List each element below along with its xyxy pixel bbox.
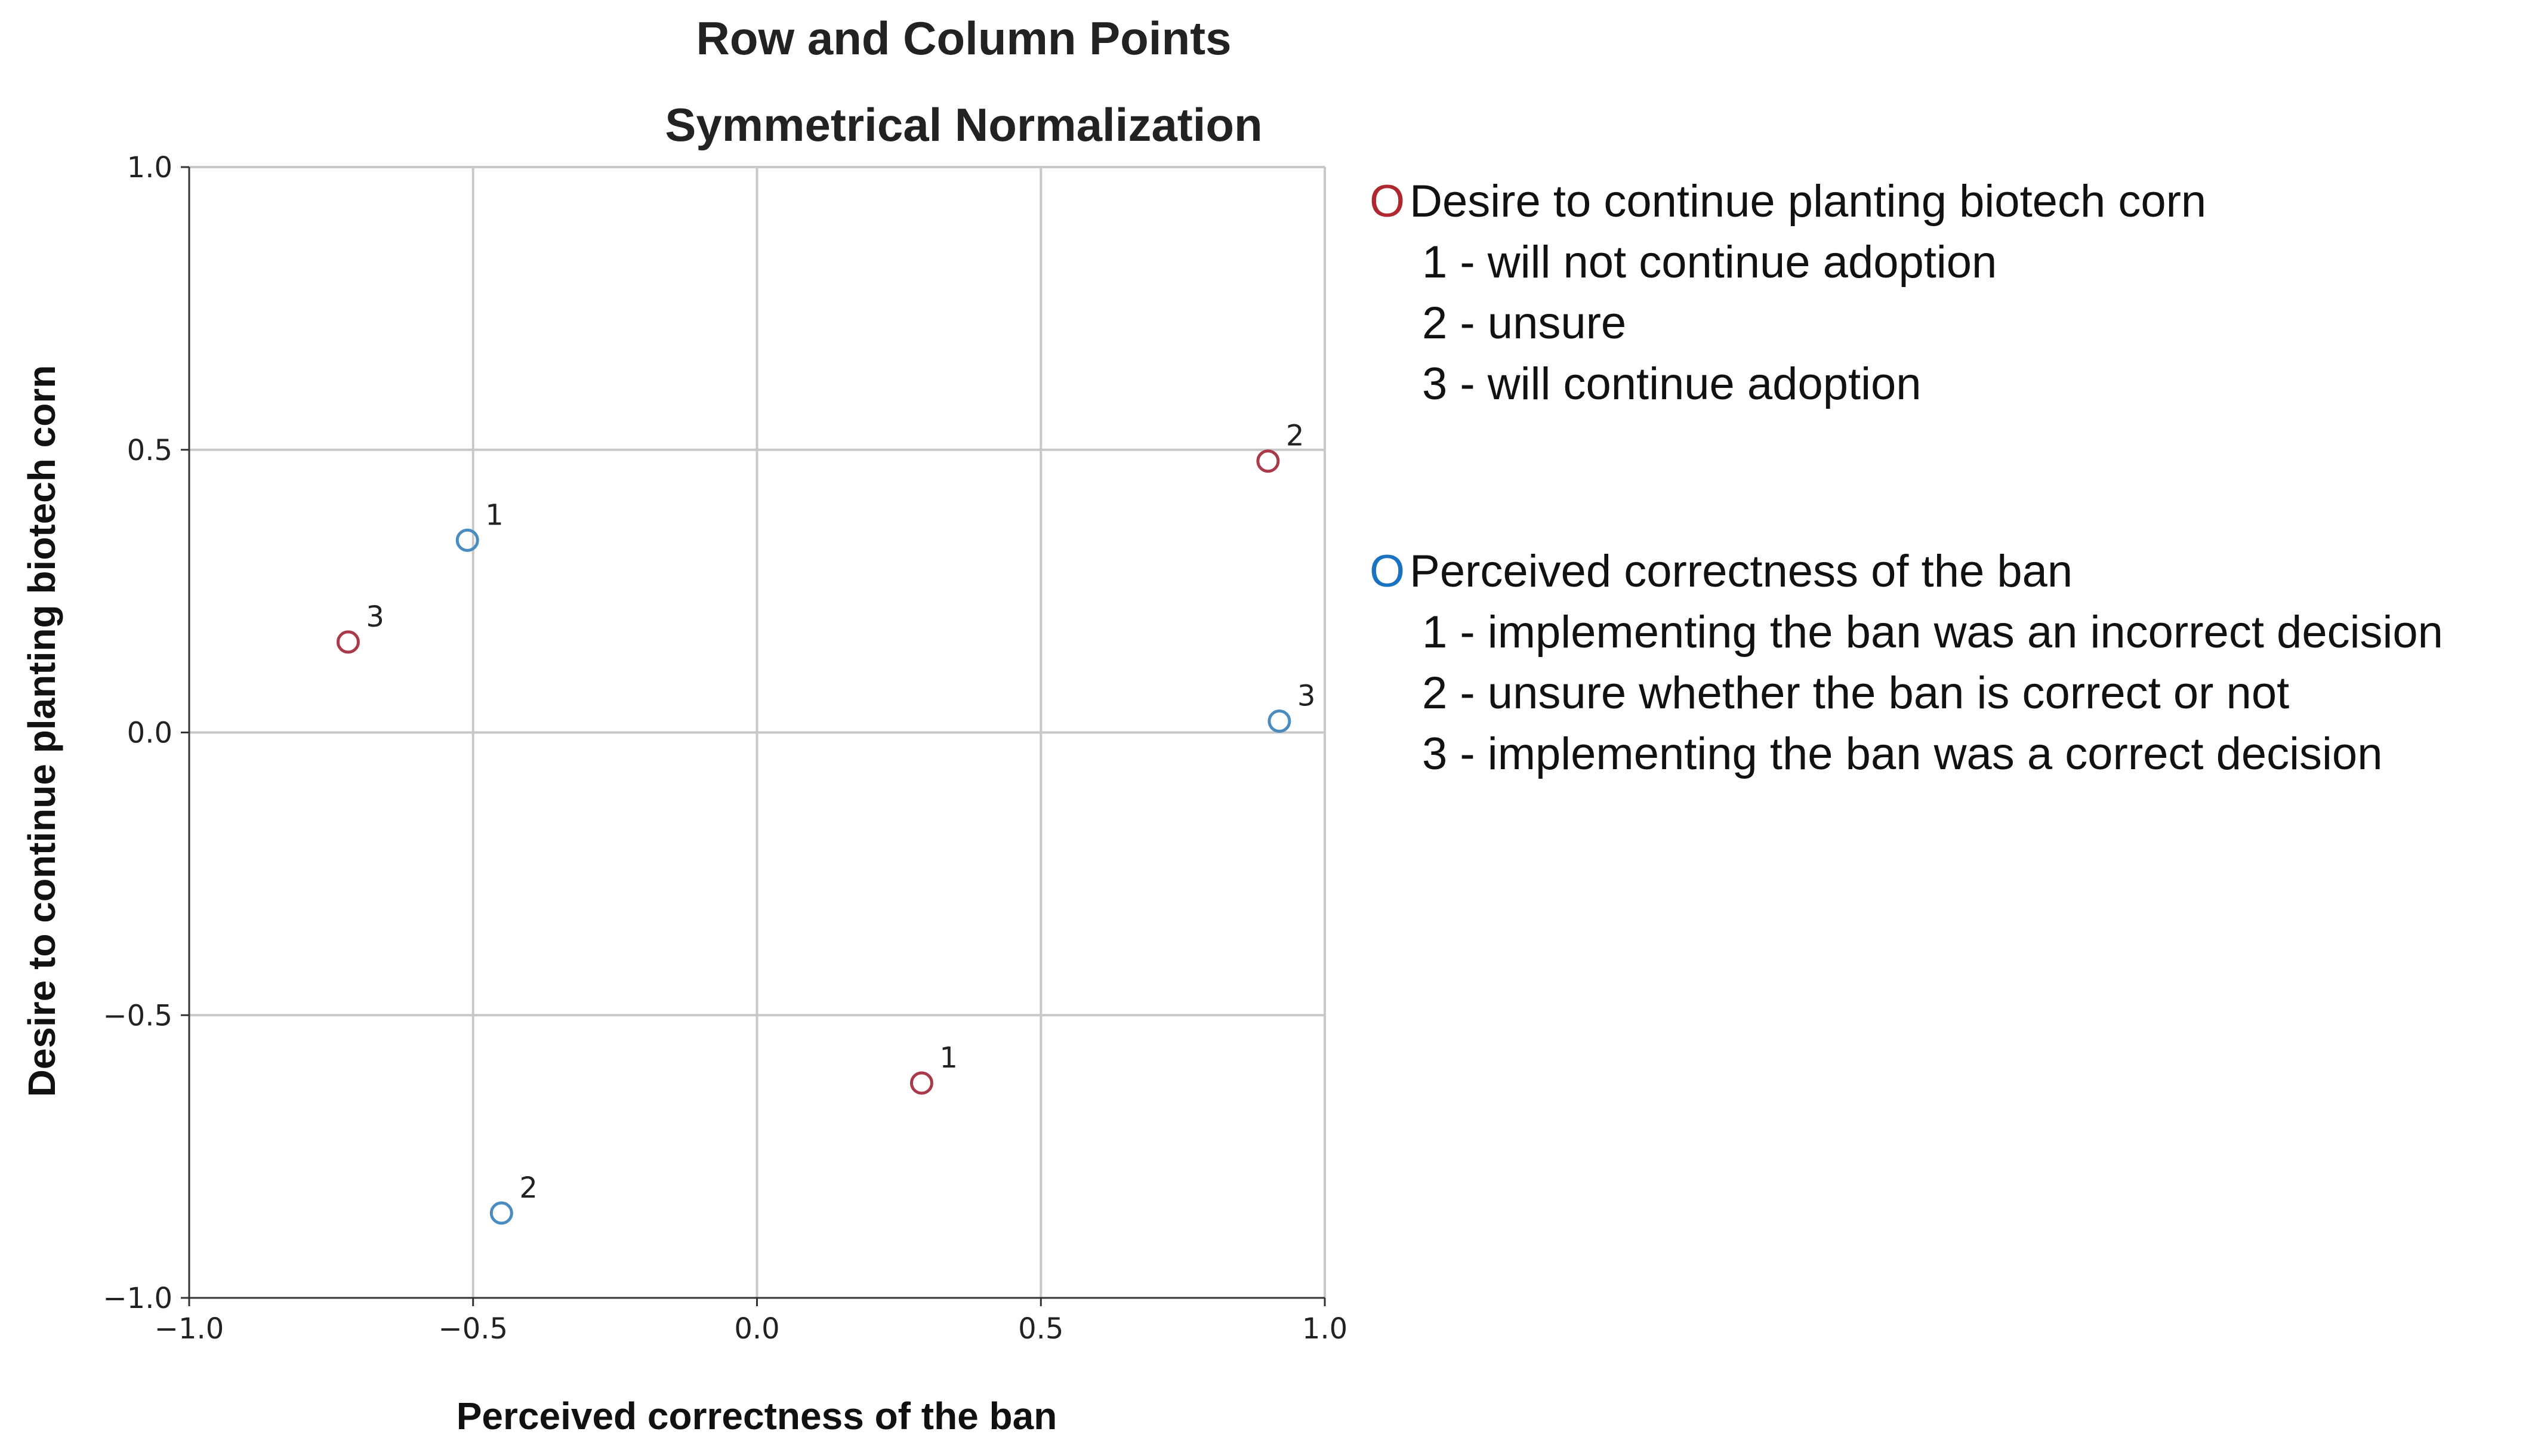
y-tick-label: 1.0 [127,151,172,184]
row-point-3 [336,630,360,654]
column-point-2 [489,1201,513,1225]
chart-subtitle: Symmetrical Normalization [665,98,1263,151]
y-axis-label: Desire to continue planting biotech corn [20,365,63,1097]
point-label: 2 [1286,419,1305,453]
point-label: 1 [939,1041,958,1075]
row-point-2 [1256,449,1280,473]
data-points: 1 2 3 1 2 3 [336,419,1316,1225]
legend-item: 1 - implementing the ban was an incorrec… [1422,607,2443,658]
y-tick-label: −1.0 [103,1282,172,1315]
grid-lines [189,166,1326,1298]
legend-item: 2 - unsure whether the ban is correct or… [1422,668,2290,718]
axis-ticks: −1.0 −0.5 0.0 0.5 1.0 1.0 0.5 0.0 −0.5 −1.0 [103,151,1347,1346]
point-label: 3 [1297,680,1316,713]
y-tick-label: 0.0 [127,717,172,750]
point-label: 3 [366,600,384,634]
x-tick-label: 1.0 [1302,1312,1347,1346]
column-point-3 [1268,710,1291,733]
scatter-plot: −1.0 −0.5 0.0 0.5 1.0 1.0 0.5 0.0 −0.5 −1.0 1 2 3 1 2… [20,151,1347,1438]
legend-item: 2 - unsure [1422,298,1627,348]
legend: O Perceived correctness of the ban 1 - im… [1370,549,2443,792]
y-tick-label: 0.5 [127,434,172,467]
legend-group-title: O Desire to continue planting biotech cor… [1370,179,2206,240]
point-label: 2 [519,1171,538,1205]
chart-title: Row and Column Points [696,12,1232,64]
x-axis-label: Perceived correctness of the ban [457,1395,1057,1438]
legend-item: 1 - will not continue adoption [1422,237,1997,288]
row-point-1 [909,1071,933,1095]
legend-marker-red: O [1370,176,1405,227]
x-tick-label: 0.5 [1018,1312,1063,1346]
legend-title: Perceived correctness of the ban [1410,546,2073,597]
x-tick-label: −0.5 [438,1312,508,1346]
legend-title: Desire to continue planting biotech corn [1410,176,2207,227]
y-tick-label: −0.5 [103,999,172,1032]
legend-item: 3 - will continue adoption [1422,359,1922,409]
x-tick-label: −1.0 [155,1312,224,1346]
legend-item: 3 - implementing the ban was a correct d… [1422,729,2383,779]
legend-marker-blue: O [1370,546,1405,597]
column-point-1 [455,528,479,552]
legend: O Desire to continue planting biotech cor… [1370,179,2206,422]
point-label: 1 [485,498,504,532]
x-tick-label: 0.0 [734,1312,779,1346]
legend-group-title: O Perceived correctness of the ban [1370,549,2443,610]
